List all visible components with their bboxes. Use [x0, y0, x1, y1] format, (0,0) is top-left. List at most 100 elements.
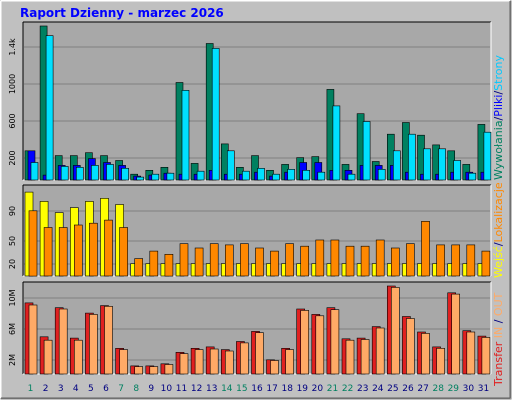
bar — [483, 131, 492, 181]
day-label: 18 — [281, 384, 293, 394]
bar — [406, 318, 415, 375]
day-label: 3 — [58, 384, 64, 394]
bar — [423, 148, 431, 181]
legend-entry: Pliki — [492, 95, 505, 117]
y-tick-label: 1000 — [8, 74, 17, 94]
y-tick-label: 20 — [8, 259, 17, 269]
series-1 — [28, 210, 491, 277]
bar — [58, 227, 68, 277]
bar — [179, 353, 189, 375]
bar — [270, 360, 279, 375]
bar — [345, 245, 355, 277]
day-label: 31 — [478, 384, 489, 394]
bar — [28, 210, 38, 277]
bar — [390, 247, 400, 277]
bar — [468, 172, 477, 181]
bar — [209, 348, 219, 375]
bar — [242, 170, 250, 181]
bar — [164, 254, 174, 277]
bar — [270, 250, 279, 277]
bar — [225, 244, 234, 277]
bar — [347, 173, 356, 181]
bar — [104, 219, 113, 277]
y-tick-label: 90 — [8, 206, 17, 216]
bar — [360, 339, 370, 375]
chart-panels: 200 600 1000 1.4k 20 50 90 2M 6M 10M — [8, 21, 492, 375]
bar — [481, 250, 491, 277]
bar — [240, 342, 249, 375]
bar — [375, 239, 385, 277]
bar — [136, 176, 144, 181]
bar — [345, 339, 355, 375]
day-label: 21 — [327, 384, 338, 394]
bar — [194, 349, 204, 375]
day-label: 20 — [312, 384, 324, 394]
bar — [257, 168, 265, 181]
bar — [134, 258, 143, 277]
bar — [436, 244, 445, 277]
bar — [302, 170, 311, 181]
bar — [362, 121, 371, 181]
day-label: 1 — [28, 384, 34, 394]
day-label: 12 — [191, 384, 202, 394]
day-label: 8 — [133, 384, 139, 394]
bar — [255, 332, 264, 375]
day-label: 25 — [387, 384, 398, 394]
bar — [121, 168, 129, 181]
bar — [43, 339, 53, 375]
day-label: 22 — [342, 384, 353, 394]
day-label: 28 — [432, 384, 444, 394]
bar — [225, 350, 234, 375]
y-tick-label: 2M — [8, 354, 17, 366]
bar — [30, 162, 39, 181]
bar — [119, 349, 128, 375]
bar — [181, 90, 190, 181]
bar — [89, 222, 98, 277]
bar — [285, 349, 294, 375]
bar — [91, 165, 99, 181]
day-label: 13 — [206, 384, 217, 394]
day-label: 6 — [103, 384, 109, 394]
bar — [240, 243, 249, 277]
day-label: 30 — [463, 384, 475, 394]
bar — [300, 310, 310, 375]
bar — [300, 245, 310, 277]
bar — [151, 173, 160, 181]
legend-entry: OUT — [492, 292, 505, 316]
bar — [392, 150, 401, 181]
bar — [453, 160, 462, 181]
day-label: 2 — [43, 384, 49, 394]
bar — [285, 243, 294, 277]
panel-visits-sites: 20 50 90 — [8, 184, 492, 277]
bar — [330, 309, 340, 375]
bar — [106, 164, 114, 181]
bar — [375, 327, 385, 375]
day-label: 9 — [148, 384, 154, 394]
bar — [255, 247, 264, 277]
series-2 — [30, 35, 492, 181]
y-tick-label: 200 — [8, 150, 17, 165]
y-tick-label: 10M — [8, 289, 17, 306]
bar — [209, 243, 219, 277]
bar — [149, 250, 159, 277]
day-label: 7 — [118, 384, 124, 394]
day-label: 29 — [448, 384, 460, 394]
bar — [134, 366, 143, 375]
day-label: 17 — [266, 384, 277, 394]
bar — [408, 133, 416, 181]
legend-middle: Wejść/Lokalizacje — [492, 182, 505, 278]
bar — [43, 227, 53, 277]
bar — [28, 304, 38, 375]
bar — [315, 239, 325, 277]
bar — [451, 293, 461, 375]
bar — [451, 244, 461, 277]
day-label: 23 — [357, 384, 368, 394]
bar — [60, 166, 69, 181]
bar — [149, 366, 159, 375]
day-label: 16 — [251, 384, 263, 394]
legend-entry: Transfer — [492, 341, 505, 387]
bar — [119, 227, 128, 277]
panel-hits-files-pages: 200 600 1000 1.4k — [8, 21, 492, 181]
day-labels: 1 2 3 4 5 6 7 8 9 10 11 12 13 14 15 16 17 18 19 20 21 22 23 24 2… — [28, 384, 490, 394]
legends: Wywołania/Pliki/StronyWejść/LokalizacjeT… — [492, 55, 505, 387]
